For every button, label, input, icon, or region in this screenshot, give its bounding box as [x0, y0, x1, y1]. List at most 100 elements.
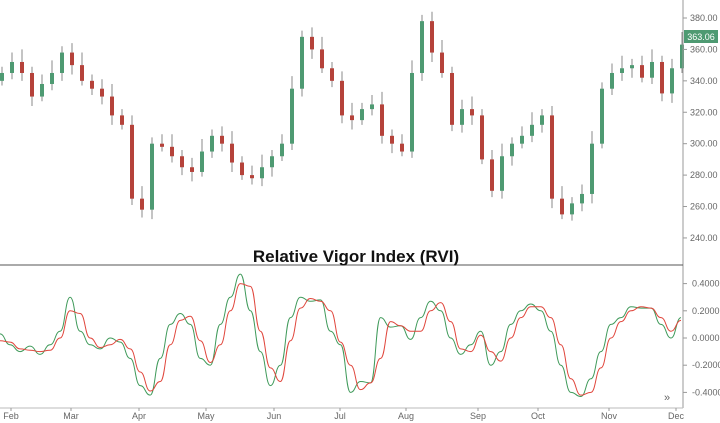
candle-body — [330, 68, 334, 81]
candle-body — [590, 143, 594, 194]
x-tick-label: Sep — [470, 411, 486, 421]
candle-body — [240, 162, 244, 176]
candle-body — [560, 198, 564, 215]
price-tick-label: 280.00 — [690, 170, 718, 180]
last-price-tag-bg — [684, 30, 718, 43]
candle-body — [140, 198, 144, 210]
candle-body — [60, 52, 64, 73]
candle-body — [630, 65, 634, 69]
candle-body — [670, 68, 674, 94]
candle-body — [580, 193, 584, 204]
candle-body — [570, 203, 574, 215]
candle-body — [250, 175, 254, 179]
rvi-series-rvi — [0, 273, 682, 397]
candle-body — [350, 115, 354, 121]
candle-body — [280, 143, 284, 157]
rvi-series-signal — [0, 283, 682, 396]
candle-body — [360, 109, 364, 121]
rvi-tick-label: 0.0000 — [692, 333, 720, 343]
x-tick-label: Jun — [267, 411, 282, 421]
rvi-tick-label: -0.2000 — [692, 360, 720, 370]
candle-body — [130, 124, 134, 199]
candle-body — [70, 52, 74, 66]
candle-body — [30, 72, 34, 97]
candle-body — [420, 21, 424, 73]
candle-body — [310, 36, 314, 50]
candle-body — [290, 88, 294, 144]
x-tick-label: Dec — [668, 411, 685, 421]
candle-body — [90, 80, 94, 89]
candle-body — [540, 115, 544, 125]
rvi-panel — [0, 273, 682, 397]
candle-body — [10, 61, 14, 73]
candle-body — [320, 49, 324, 69]
candle-body — [490, 159, 494, 191]
price-axis: 380.00 360.00 340.00 320.00 300.00 280.00 260.… — [683, 13, 718, 243]
x-tick-label: Apr — [132, 411, 146, 421]
candle-body — [120, 115, 124, 125]
candle-body — [110, 96, 114, 116]
candle-body — [530, 124, 534, 136]
x-tick-label: Feb — [3, 411, 19, 421]
candle-body — [190, 167, 194, 172]
candle-body — [400, 143, 404, 152]
candle-body — [100, 88, 104, 97]
candle-body — [380, 104, 384, 136]
rvi-tick-label: 0.2000 — [692, 306, 720, 316]
price-tick-label: 240.00 — [690, 233, 718, 243]
candle-body — [150, 143, 154, 210]
candle-body — [640, 65, 644, 78]
candle-body — [50, 72, 54, 84]
candle-body — [0, 72, 4, 81]
price-tick-label: 340.00 — [690, 76, 718, 86]
rvi-tick-label: -0.4000 — [692, 387, 720, 397]
rvi-axis: 0.4000 0.2000 0.0000 -0.2000 -0.4000 — [683, 279, 720, 397]
x-axis: Feb Mar Apr May Jun Jul Aug Sep Oct Nov Dec — [3, 408, 684, 421]
candle-body — [450, 72, 454, 125]
candle-body — [440, 52, 444, 73]
candle-body — [180, 156, 184, 168]
candle-body — [390, 135, 394, 144]
price-tick-label: 300.00 — [690, 139, 718, 149]
candle-body — [520, 135, 524, 144]
rvi-title: Relative Vigor Index (RVI) — [253, 247, 459, 266]
candle-body — [460, 109, 464, 125]
candle-body — [210, 135, 214, 152]
candle-body — [480, 115, 484, 160]
candle-body — [270, 156, 274, 168]
candle-body — [20, 61, 24, 73]
candle-body — [200, 151, 204, 172]
candle-body — [160, 143, 164, 147]
candle-body — [680, 44, 684, 69]
candle-body — [40, 83, 44, 97]
candle-body — [170, 146, 174, 157]
candle-body — [340, 80, 344, 116]
candle-body — [80, 65, 84, 81]
candle-body — [370, 104, 374, 110]
candle-body — [230, 143, 234, 163]
candle-body — [600, 88, 604, 144]
candle-body — [610, 72, 614, 89]
scroll-right-icon[interactable]: » — [664, 392, 670, 404]
price-tick-label: 360.00 — [690, 44, 718, 54]
candle-body — [430, 21, 434, 53]
price-tick-label: 320.00 — [690, 107, 718, 117]
candle-body — [660, 61, 664, 94]
rvi-tick-label: 0.4000 — [692, 279, 720, 289]
last-price-label: 363.06 — [687, 32, 715, 42]
x-tick-label: Nov — [601, 411, 618, 421]
candle-body — [620, 68, 624, 73]
x-tick-label: Mar — [63, 411, 79, 421]
x-tick-label: Jul — [334, 411, 346, 421]
candle-body — [500, 156, 504, 191]
candle-body — [650, 61, 654, 78]
x-tick-label: May — [197, 411, 215, 421]
candle-body — [550, 115, 554, 199]
price-tick-label: 380.00 — [690, 13, 718, 23]
candle-body — [220, 135, 224, 144]
price-panel — [0, 11, 684, 221]
candle-body — [510, 143, 514, 157]
x-tick-label: Aug — [398, 411, 414, 421]
candle-body — [410, 72, 414, 152]
